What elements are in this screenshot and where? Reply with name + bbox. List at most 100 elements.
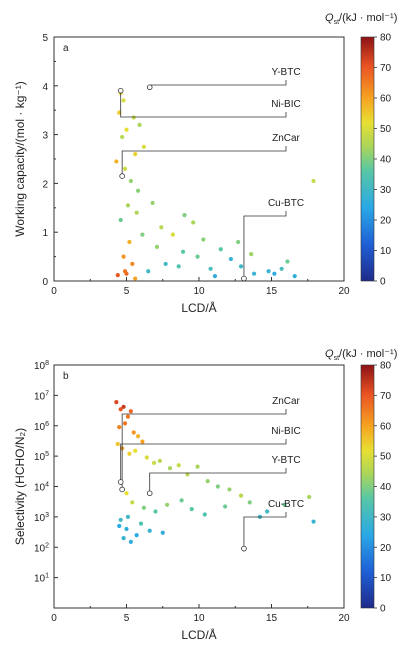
annotated-point xyxy=(146,84,153,91)
data-point xyxy=(121,98,126,103)
data-point xyxy=(122,269,128,274)
data-point xyxy=(118,217,123,223)
colorbar-tick-label: 50 xyxy=(380,452,392,463)
data-point xyxy=(140,232,145,237)
y-tick-label: 2 xyxy=(42,179,48,190)
colorbar xyxy=(360,36,375,282)
data-point xyxy=(131,115,136,120)
x-tick-label: 5 xyxy=(124,286,130,297)
annotated-point xyxy=(119,486,125,493)
annotation-leader xyxy=(120,439,287,483)
annotated-point xyxy=(117,87,124,94)
colorbar-tick-label: 0 xyxy=(380,604,386,615)
data-point xyxy=(146,269,151,274)
data-point xyxy=(189,507,194,512)
data-point xyxy=(141,144,146,149)
data-point xyxy=(176,264,181,269)
annotation-label: Ni-BIC xyxy=(271,426,300,437)
colorbar-tick-label: 80 xyxy=(380,361,392,372)
annotation-label: ZnCar xyxy=(272,133,300,144)
data-point xyxy=(307,494,312,500)
data-point xyxy=(167,466,173,471)
data-point xyxy=(114,159,119,164)
y-tick-label: 0 xyxy=(42,277,48,288)
data-point xyxy=(212,274,218,279)
annotation-leader xyxy=(120,90,287,118)
data-point xyxy=(150,200,155,206)
data-point xyxy=(117,425,122,430)
data-point xyxy=(140,439,145,444)
data-point xyxy=(115,441,120,447)
colorbar-tick-label: 70 xyxy=(380,391,392,402)
annotated-point xyxy=(241,545,247,552)
data-point xyxy=(127,239,132,245)
y-tick-label: 107 xyxy=(34,390,49,402)
colorbar-tick-label: 60 xyxy=(380,94,392,105)
colorbar-title: Qst/(kJ · mol⁻¹) xyxy=(325,12,397,26)
data-point xyxy=(160,530,165,535)
annotation-leader xyxy=(243,211,287,279)
annotation-label: Cu-BTC xyxy=(268,499,304,510)
x-axis-label: LCD/Å xyxy=(181,300,216,315)
data-point xyxy=(130,261,135,267)
data-point xyxy=(124,127,129,132)
data-point xyxy=(195,254,200,259)
annotation-leader xyxy=(149,468,287,494)
annotation-label: Ni-BIC xyxy=(271,99,300,110)
x-tick-label: 20 xyxy=(338,286,350,297)
data-point xyxy=(122,166,128,171)
data-point xyxy=(228,256,233,262)
data-point xyxy=(121,254,126,259)
annotated-point xyxy=(241,275,247,282)
data-point xyxy=(122,421,128,426)
data-point xyxy=(114,400,119,405)
data-point xyxy=(272,271,277,276)
y-tick-label: 108 xyxy=(34,360,49,372)
data-point xyxy=(121,404,126,409)
y-tick-label: 1 xyxy=(42,228,48,239)
data-point xyxy=(117,523,122,529)
data-point xyxy=(128,539,133,545)
data-point xyxy=(227,487,232,492)
colorbar-tick-label: 30 xyxy=(380,185,392,196)
y-axis-label: Selectivity (HCHO/N₂) xyxy=(13,428,27,545)
data-point xyxy=(125,203,131,208)
chart-panel-b: b 0 5 10 15 20 101 102 103 104 105 106 107 108 LCD/Å Se… xyxy=(13,348,397,642)
y-tick-label: 102 xyxy=(34,542,49,554)
y-axis-label: Working capacity/(mol · kg⁻¹) xyxy=(13,81,27,236)
data-point xyxy=(180,249,186,254)
data-point xyxy=(154,244,160,249)
annotation-leader xyxy=(121,146,287,177)
data-point xyxy=(311,178,316,184)
data-point xyxy=(124,526,129,532)
data-point xyxy=(265,509,270,514)
y-tick-label: 101 xyxy=(34,573,49,585)
colorbar-tick-label: 40 xyxy=(380,155,392,166)
annotation-leader xyxy=(121,409,287,490)
colorbar-tick-label: 20 xyxy=(380,543,392,554)
x-tick-label: 0 xyxy=(51,613,57,624)
colorbar-tick-label: 10 xyxy=(380,246,392,257)
data-point xyxy=(165,502,170,507)
panel-label: a xyxy=(63,43,69,54)
data-point xyxy=(130,500,135,505)
colorbar-tick-label: 30 xyxy=(380,512,392,523)
data-point xyxy=(121,536,126,541)
data-point xyxy=(176,463,181,468)
data-point xyxy=(159,225,164,230)
data-point xyxy=(223,504,228,509)
data-point xyxy=(201,237,206,242)
annotation-label: Y-BTC xyxy=(271,67,300,78)
x-axis-label: LCD/Å xyxy=(181,627,216,642)
colorbar-tick-label: 40 xyxy=(380,482,392,493)
data-point xyxy=(131,430,136,435)
data-point xyxy=(134,533,139,538)
panel-label: b xyxy=(63,371,69,382)
data-point xyxy=(218,247,223,252)
y-tick-label: 5 xyxy=(42,33,48,44)
data-point xyxy=(133,448,138,453)
data-point xyxy=(282,502,287,507)
data-point xyxy=(120,134,125,140)
annotated-point xyxy=(119,173,125,179)
data-point xyxy=(133,152,138,157)
